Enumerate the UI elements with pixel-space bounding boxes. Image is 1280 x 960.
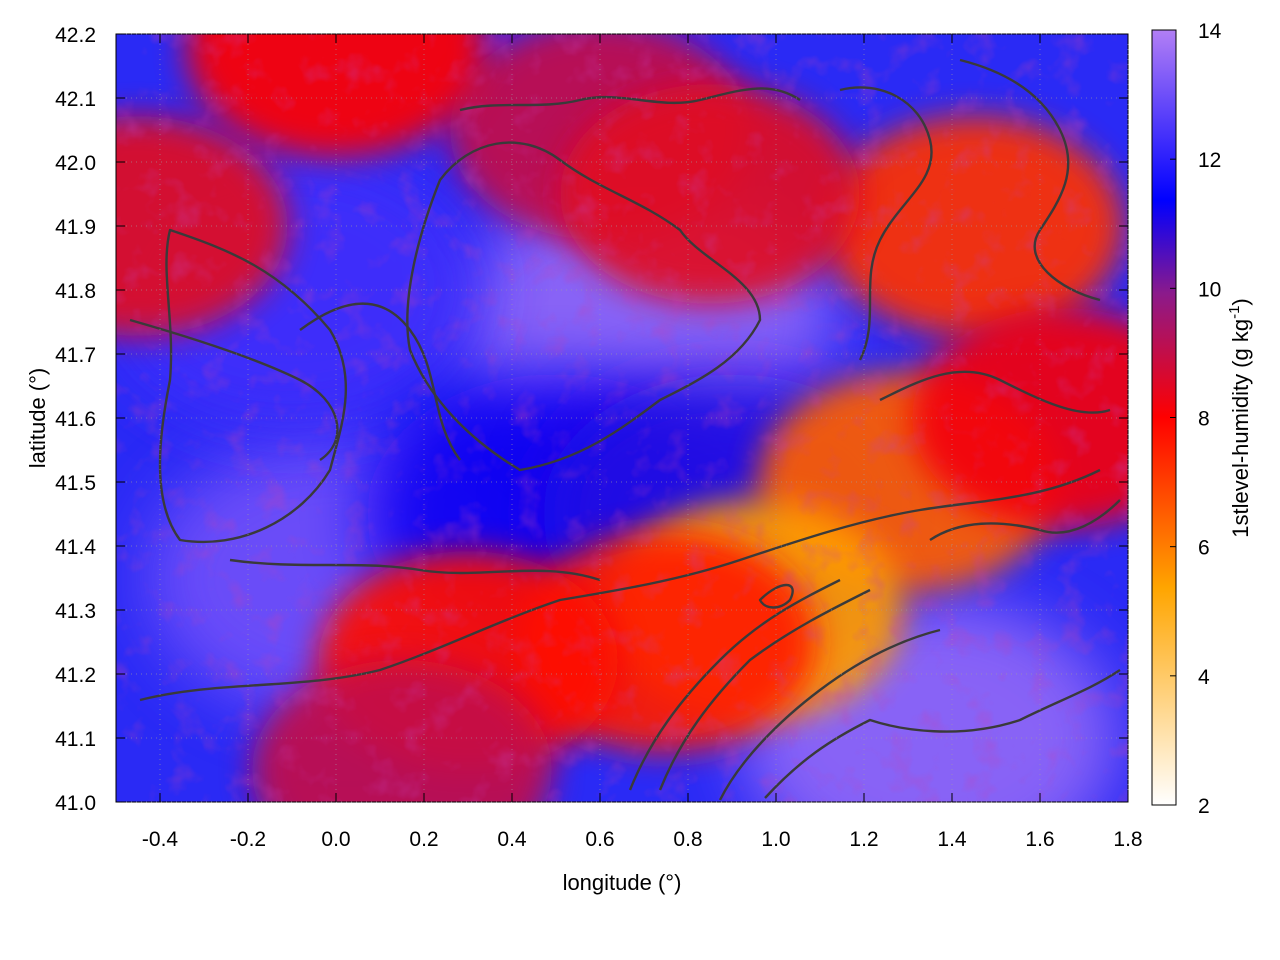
contour-line [959,58,1101,302]
y-tick-label: 41.1 [55,728,96,751]
colorbar-tick-label: 14 [1198,20,1222,43]
contour-line [158,228,348,544]
y-axis-title: latitude (°) [25,368,50,469]
contour-lines [129,58,1121,801]
colorbar-tick-label: 4 [1198,666,1210,689]
colorbar: 2 4 6 8 10 12 14 1stlevel-humidity (g kg-1) [1151,20,1253,818]
x-tick-label: 1.0 [761,828,790,851]
x-tick-label: 1.6 [1025,828,1054,851]
x-tick-label: 0.2 [409,828,438,851]
y-tick-label: 42.0 [55,152,96,175]
contour-line [718,628,941,801]
x-tick-label: 0.6 [585,828,614,851]
x-axis-title: longitude (°) [563,870,682,895]
x-tick-label: -0.4 [142,828,179,851]
contour-line [879,370,1111,414]
y-tick-label: 41.9 [55,216,96,239]
y-tick-label: 41.4 [55,536,96,559]
colorbar-ticks: 2 4 6 8 10 12 14 [1170,20,1222,818]
contour-line [406,141,762,472]
colorbar-tick-label: 6 [1198,537,1210,560]
x-tick-label: 1.2 [849,828,878,851]
x-tick-label: 1.8 [1113,828,1142,851]
y-tick-label: 41.7 [55,344,96,367]
contour-line [628,578,841,791]
y-tick-label: 41.0 [55,792,96,815]
x-tick-label: -0.2 [230,828,266,851]
y-axis: 41.0 41.1 41.2 41.3 41.4 41.5 41.6 41.7 41.8 41.9… [55,24,1128,815]
x-tick-label: 1.4 [937,828,967,851]
contour-line [459,87,801,112]
contour-line [229,558,601,582]
x-tick-label: 0.4 [497,828,527,851]
contour-line [129,318,339,461]
colorbar-tick-label: 2 [1198,795,1210,818]
contour-line [839,86,933,361]
y-tick-label: 41.8 [55,280,96,303]
y-tick-label: 41.6 [55,408,96,431]
y-tick-label: 42.2 [55,24,96,47]
x-axis: -0.4 -0.2 0.0 0.2 0.4 0.6 0.8 1.0 1.2 1.4 1.6 1.8 [142,34,1143,851]
contour-line [139,468,1101,702]
colorbar-tick-label: 10 [1198,278,1221,301]
colorbar-tick-label: 12 [1198,149,1221,172]
contour-line [758,583,794,609]
heatmap-area [116,34,1128,802]
contour-line [299,302,461,461]
y-tick-label: 42.1 [55,88,96,111]
y-tick-label: 41.3 [55,600,96,623]
colorbar-title: 1stlevel-humidity (g kg-1) [1226,298,1253,538]
colorbar-tick-label: 8 [1198,408,1210,431]
contour-line [764,669,1121,799]
x-tick-label: 0.0 [321,828,350,851]
x-tick-label: 0.8 [673,828,702,851]
y-tick-label: 41.5 [55,472,96,495]
y-tick-label: 41.2 [55,664,96,687]
